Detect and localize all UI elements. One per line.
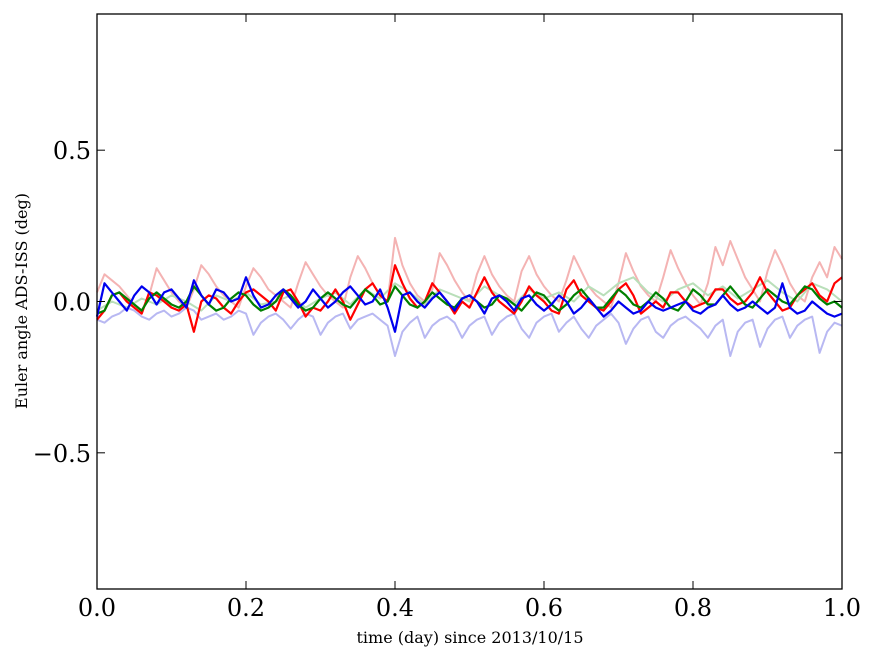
x-tick-label: 0.8 [674, 594, 712, 622]
series-layer [95, 236, 843, 357]
x-axis-label: time (day) since 2013/10/15 [356, 628, 583, 647]
y-tick-label: 0.5 [53, 137, 91, 165]
x-tick-label: 0.2 [227, 594, 265, 622]
y-axis-label: Euler angle ADS-ISS (deg) [12, 193, 31, 409]
series-line-4 [96, 264, 843, 333]
x-tick-label: 0.4 [376, 594, 414, 622]
x-tick-label: 0.6 [525, 594, 563, 622]
x-tick-label: 1.0 [823, 594, 861, 622]
series-line-3 [96, 306, 843, 357]
x-tick-label: 0.0 [78, 594, 116, 622]
y-tick-label: 0.0 [53, 289, 91, 317]
tick-layer: 0.0 0.2 0.4 0.6 0.8 1.0 −0.5 0.0 0.5 [33, 14, 861, 622]
y-tick-label: −0.5 [33, 440, 91, 468]
series-line-6 [95, 276, 843, 333]
